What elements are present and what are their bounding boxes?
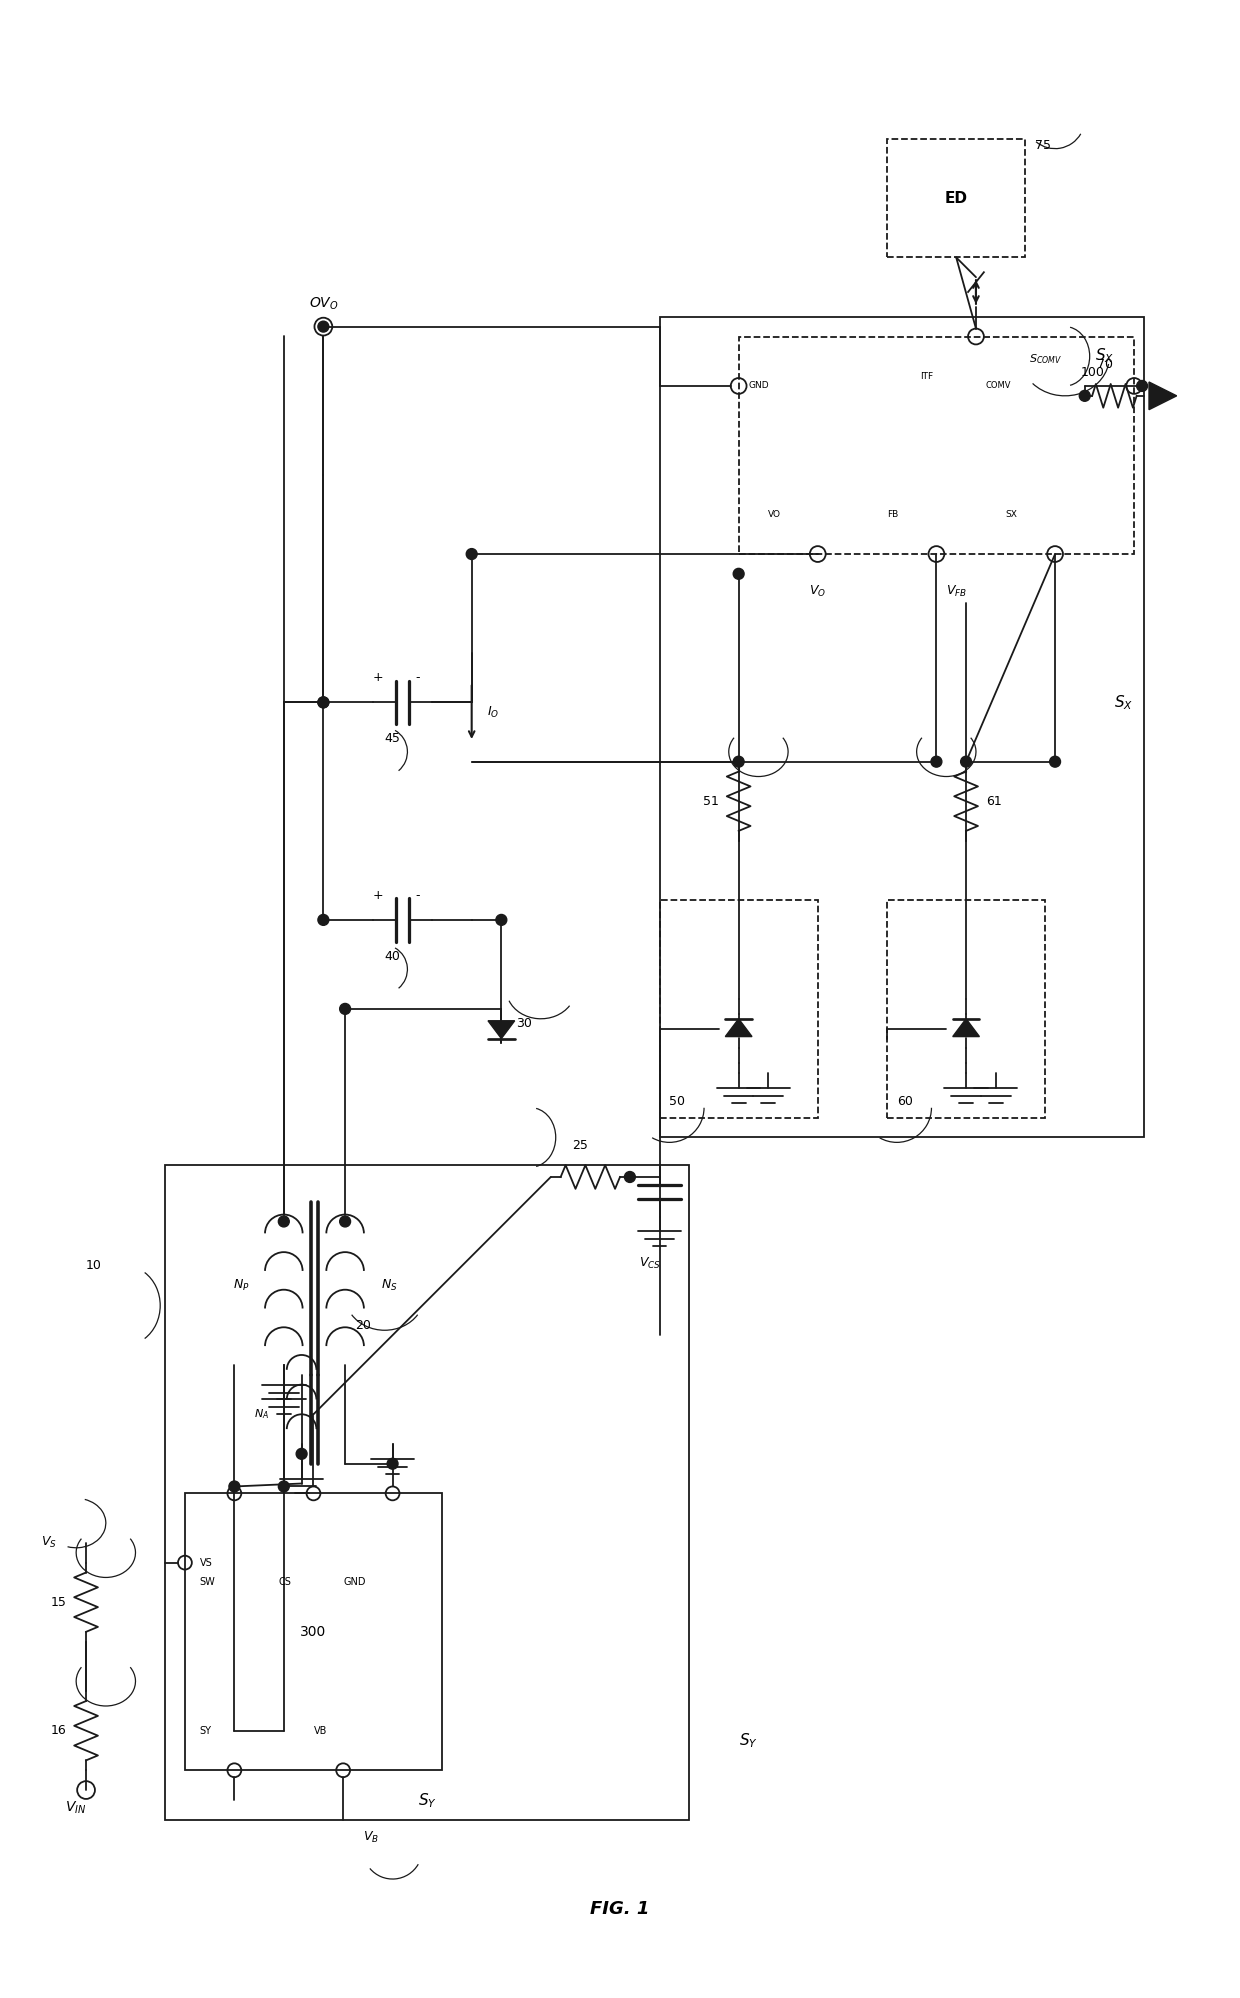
Text: 20: 20 [355, 1319, 371, 1333]
Text: ITF: ITF [920, 372, 932, 380]
Circle shape [387, 1459, 398, 1469]
Text: $I_O$: $I_O$ [486, 705, 498, 719]
Circle shape [296, 1449, 308, 1459]
Bar [887, 138, 1025, 258]
Text: SY: SY [200, 1726, 212, 1736]
Text: 61: 61 [986, 795, 1002, 807]
Text: CS: CS [279, 1576, 291, 1586]
Circle shape [317, 322, 329, 332]
Text: +: + [372, 671, 383, 683]
Text: 30: 30 [516, 1017, 532, 1031]
Text: VS: VS [200, 1558, 212, 1568]
Bar [739, 336, 1135, 553]
Bar [660, 318, 1145, 1137]
Text: $N_S$: $N_S$ [381, 1279, 397, 1293]
Bar [165, 1165, 689, 1820]
Text: $S_Y$: $S_Y$ [739, 1730, 758, 1750]
Circle shape [340, 1217, 351, 1227]
Text: 16: 16 [51, 1724, 66, 1736]
Circle shape [466, 549, 477, 559]
Text: 300: 300 [300, 1624, 326, 1638]
Circle shape [733, 567, 744, 579]
Text: $N_P$: $N_P$ [233, 1279, 249, 1293]
Text: $S_{COMV}$: $S_{COMV}$ [1029, 352, 1061, 366]
Circle shape [317, 915, 329, 925]
Polygon shape [1149, 382, 1177, 410]
Text: -: - [415, 889, 419, 901]
Text: GND: GND [343, 1576, 366, 1586]
Circle shape [733, 757, 744, 767]
Circle shape [278, 1217, 289, 1227]
Text: COMV: COMV [986, 382, 1012, 390]
Text: $S_X$: $S_X$ [1095, 346, 1115, 366]
Text: FB: FB [887, 509, 898, 519]
Text: 100: 100 [1080, 366, 1105, 380]
Circle shape [1079, 390, 1090, 402]
Text: SW: SW [200, 1576, 216, 1586]
Polygon shape [952, 1019, 980, 1037]
Text: VB: VB [314, 1726, 327, 1736]
Text: 75: 75 [1035, 138, 1052, 152]
Text: 50: 50 [670, 1095, 686, 1107]
Circle shape [1049, 757, 1060, 767]
Text: 45: 45 [384, 731, 401, 745]
Text: -: - [415, 671, 419, 683]
Circle shape [278, 1481, 289, 1493]
Bar [887, 901, 1045, 1117]
Circle shape [496, 915, 507, 925]
Polygon shape [725, 1019, 751, 1037]
Circle shape [229, 1481, 239, 1493]
Text: 10: 10 [86, 1259, 102, 1273]
Text: $S_X$: $S_X$ [1115, 693, 1133, 711]
Text: 40: 40 [384, 949, 401, 963]
Text: 51: 51 [703, 795, 719, 807]
Text: $V_S$: $V_S$ [41, 1534, 56, 1550]
Text: $S_Y$: $S_Y$ [418, 1790, 436, 1810]
Circle shape [340, 1003, 351, 1015]
Circle shape [961, 757, 971, 767]
Text: +: + [372, 889, 383, 901]
Text: $V_{IN}$: $V_{IN}$ [66, 1800, 87, 1816]
Circle shape [625, 1171, 635, 1183]
Text: GND: GND [749, 382, 769, 390]
Bar [185, 1493, 441, 1770]
Text: FIG. 1: FIG. 1 [590, 1900, 650, 1918]
Text: 25: 25 [573, 1139, 589, 1153]
Text: ED: ED [945, 190, 967, 206]
Text: 70: 70 [1096, 358, 1112, 372]
Text: $OV_O$: $OV_O$ [309, 296, 339, 312]
Circle shape [931, 757, 942, 767]
Text: 60: 60 [897, 1095, 913, 1107]
Text: $N_A$: $N_A$ [254, 1407, 269, 1421]
Text: $V_B$: $V_B$ [363, 1830, 379, 1844]
Text: $V_{FB}$: $V_{FB}$ [946, 583, 967, 599]
Text: 15: 15 [51, 1596, 66, 1608]
Text: $V_{CS}$: $V_{CS}$ [639, 1257, 661, 1271]
Circle shape [317, 697, 329, 707]
Circle shape [317, 697, 329, 707]
Text: VO: VO [769, 509, 781, 519]
Bar [660, 901, 817, 1117]
Circle shape [1137, 380, 1147, 392]
Text: SX: SX [1006, 509, 1018, 519]
Polygon shape [489, 1021, 515, 1039]
Text: $V_O$: $V_O$ [810, 583, 826, 599]
